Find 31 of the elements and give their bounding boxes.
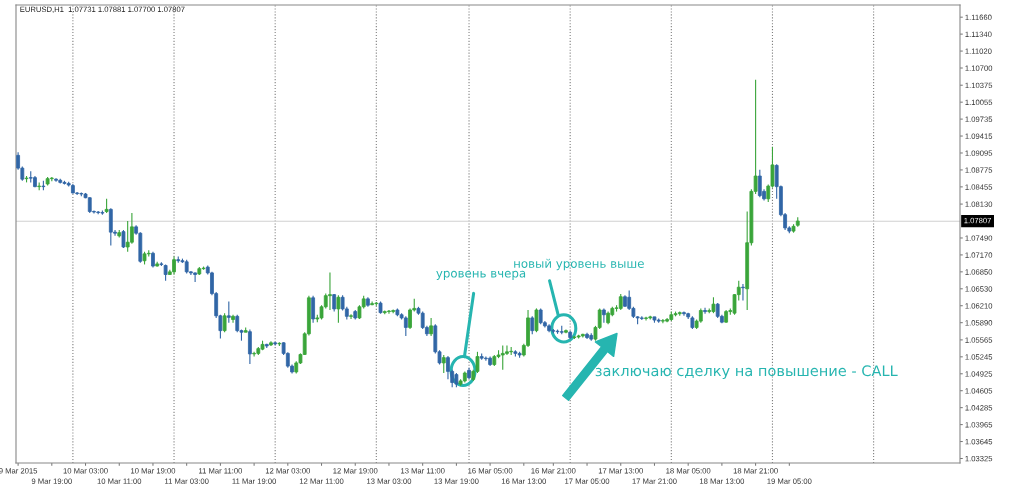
candlestick [446, 355, 450, 380]
candlestick [311, 295, 315, 324]
candlestick [248, 329, 252, 365]
candlestick [484, 356, 488, 362]
candlestick [741, 283, 745, 302]
candlestick [429, 317, 433, 337]
candlestick [387, 309, 391, 315]
candlestick [644, 316, 648, 322]
candlestick [403, 315, 408, 337]
candlestick [54, 177, 58, 183]
candlestick [328, 271, 332, 311]
annotation: новый уровень выше [514, 258, 644, 271]
candlestick [505, 344, 509, 356]
candlestick [441, 354, 446, 374]
candlestick [534, 307, 539, 333]
candlestick [252, 351, 256, 358]
candlestick [172, 255, 176, 276]
candlestick [602, 307, 606, 324]
candlestick [336, 294, 341, 324]
candlestick [757, 169, 762, 198]
candlestick [108, 207, 113, 246]
candlestick [193, 271, 197, 283]
candlestick [530, 315, 535, 335]
candlestick [130, 212, 134, 245]
candlestick [349, 313, 353, 320]
candlestick [703, 307, 707, 315]
candlestick [226, 300, 231, 324]
annotation: уровень вчера [436, 270, 526, 280]
candlestick [222, 312, 227, 333]
candlestick [408, 307, 412, 330]
annotation: заключаю сделку на повышение - CALL [595, 365, 898, 380]
